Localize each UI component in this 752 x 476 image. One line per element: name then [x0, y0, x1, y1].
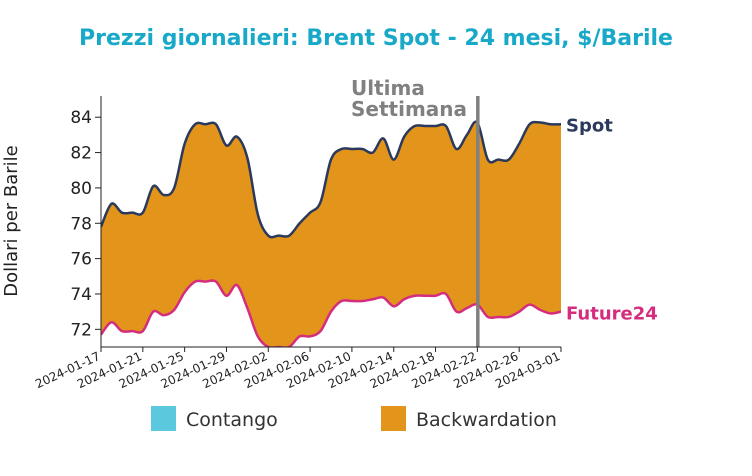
plot-area: 727476788082842024-01-172024-01-212024-0… [33, 96, 658, 391]
series-label-future24: Future24 [566, 304, 658, 325]
y-tick-label: 78 [70, 214, 92, 234]
y-tick-label: 80 [70, 179, 92, 199]
y-tick-label: 76 [70, 250, 92, 270]
backwardation-area [101, 121, 561, 347]
legend-swatch-contango [151, 406, 176, 431]
y-axis-label: Dollari per Barile [1, 145, 22, 297]
spot-line [101, 120, 561, 239]
legend-label-contango: Contango [186, 409, 278, 431]
future24-line [101, 279, 561, 347]
y-tick-label: 82 [70, 144, 92, 164]
vline-label-line1: Ultima [351, 76, 425, 100]
chart-title: Prezzi giornalieri: Brent Spot - 24 mesi… [79, 26, 673, 51]
y-tick-label: 74 [70, 285, 92, 305]
vline-label-line2: Settimana [351, 97, 467, 121]
y-tick-label: 84 [70, 108, 92, 128]
y-tick-label: 72 [70, 320, 92, 340]
legend: Contango Backwardation [151, 406, 557, 431]
legend-swatch-backwardation [381, 406, 406, 431]
legend-label-backwardation: Backwardation [416, 409, 557, 431]
series-label-spot: Spot [566, 115, 613, 136]
